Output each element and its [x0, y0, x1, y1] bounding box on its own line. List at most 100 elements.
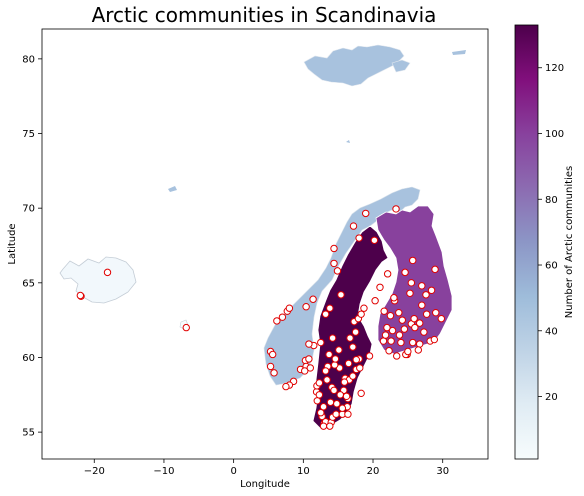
community-point	[393, 352, 401, 360]
community-point	[427, 286, 436, 294]
community-point	[326, 422, 334, 430]
community-point	[346, 334, 354, 342]
community-point	[387, 337, 395, 345]
community-point	[404, 347, 412, 356]
community-point	[76, 291, 85, 300]
community-point	[305, 355, 313, 363]
community-point	[333, 400, 341, 408]
community-point	[268, 350, 277, 359]
community-point	[416, 340, 424, 348]
community-point	[357, 310, 365, 318]
community-point	[305, 340, 313, 348]
community-point	[313, 397, 321, 405]
community-point	[437, 314, 446, 323]
community-point	[309, 295, 317, 303]
community-point	[278, 313, 287, 321]
community-point	[406, 289, 414, 297]
y-tick-label: 60	[22, 353, 35, 364]
community-point	[390, 294, 398, 302]
community-point	[365, 352, 374, 360]
colorbar-tick-label: 20	[545, 392, 558, 403]
y-tick-label: 65	[22, 278, 35, 289]
community-point	[315, 391, 324, 399]
community-point	[336, 391, 344, 399]
plot-frame	[41, 28, 489, 460]
region-iceland	[59, 256, 137, 304]
community-point	[349, 372, 357, 380]
x-tick-label: −20	[84, 466, 105, 477]
region-svalbard-kvitoya	[452, 50, 466, 55]
community-point	[360, 304, 368, 312]
y-axis-label: Latitude	[7, 223, 18, 264]
community-point	[401, 268, 409, 277]
community-point	[330, 361, 339, 369]
colorbar-tick-label: 80	[545, 195, 558, 206]
community-point	[319, 422, 328, 430]
region-svalbard	[303, 44, 405, 87]
community-point	[323, 376, 331, 384]
community-point	[355, 234, 363, 242]
x-axis-label: Longitude	[240, 479, 290, 490]
community-point	[270, 369, 278, 377]
community-point	[422, 310, 431, 318]
community-point	[338, 404, 347, 412]
community-point	[395, 331, 404, 339]
community-point	[356, 364, 364, 372]
y-axis: 55 60 65 70 75 80	[22, 54, 42, 439]
community-point	[379, 337, 388, 345]
region-bear-island	[168, 186, 177, 192]
community-point	[418, 301, 426, 309]
community-point	[383, 270, 392, 278]
community-point	[182, 323, 190, 332]
community-point	[302, 303, 310, 311]
community-point	[321, 310, 330, 318]
community-point	[282, 382, 290, 391]
community-point	[349, 222, 358, 230]
community-point	[386, 311, 395, 320]
community-point	[332, 410, 340, 418]
community-point	[266, 362, 275, 371]
map-layer	[59, 44, 466, 429]
community-point	[409, 338, 417, 347]
community-point	[400, 325, 409, 333]
community-point	[371, 297, 379, 305]
community-point	[335, 346, 343, 354]
x-tick-label: 0	[230, 466, 236, 477]
community-point	[431, 265, 439, 274]
community-point	[319, 403, 328, 411]
community-point	[301, 367, 309, 375]
community-point	[326, 398, 335, 406]
community-point	[422, 291, 430, 299]
community-point	[418, 282, 426, 290]
community-point	[330, 259, 338, 268]
community-point	[420, 328, 428, 336]
community-point	[317, 409, 325, 417]
community-point	[351, 328, 360, 336]
community-point	[325, 350, 333, 359]
y-tick-label: 80	[22, 54, 35, 65]
community-point	[409, 256, 417, 265]
community-point	[361, 209, 370, 218]
community-point	[397, 338, 405, 347]
community-points	[76, 205, 446, 430]
community-point	[337, 291, 345, 299]
community-point	[344, 410, 352, 418]
community-point	[333, 267, 342, 275]
community-point	[411, 323, 419, 332]
y-tick-label: 70	[22, 204, 35, 215]
y-tick-label: 75	[22, 129, 35, 140]
community-point	[273, 317, 281, 325]
community-point	[432, 308, 440, 317]
community-point	[385, 347, 393, 355]
x-tick-label: 30	[436, 466, 449, 477]
community-point	[416, 319, 424, 327]
community-point	[383, 323, 391, 332]
community-point	[340, 378, 349, 386]
x-tick-label: 20	[367, 466, 380, 477]
community-point	[357, 389, 365, 398]
community-point	[331, 355, 340, 363]
colorbar-tick-label: 100	[545, 129, 564, 140]
y-tick-label: 55	[22, 428, 35, 439]
community-point	[317, 338, 325, 347]
community-point	[398, 316, 406, 324]
